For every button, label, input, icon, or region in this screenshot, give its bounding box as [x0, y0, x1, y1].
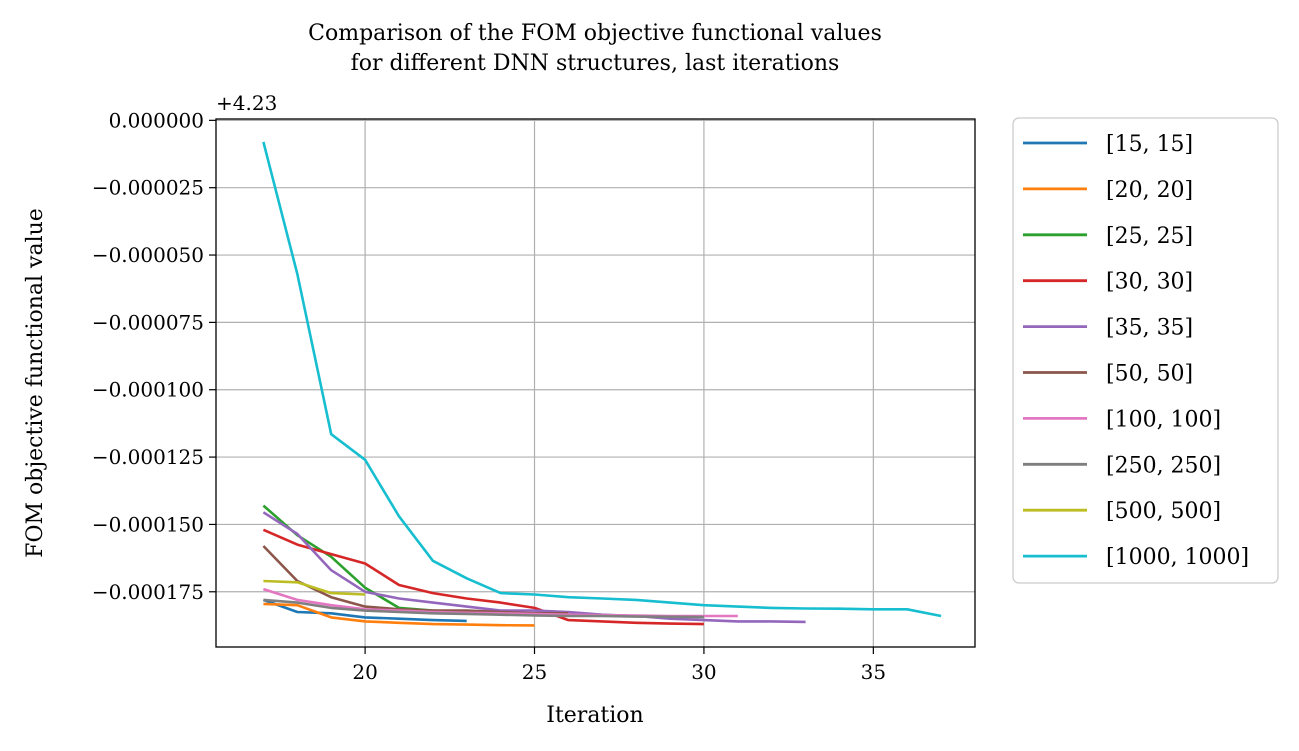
x-tick-label: 20: [352, 660, 377, 684]
chart-title-line-2: for different DNN structures, last itera…: [351, 51, 840, 76]
y-tick-label: −0.000125: [92, 445, 204, 469]
legend-label-3: [30, 30]: [1106, 270, 1193, 295]
y-axis-label: FOM objective functional value: [23, 208, 48, 558]
series-line-7: [263, 598, 704, 619]
y-offset-label: +4.23: [216, 91, 277, 115]
x-axis-ticks: 20 25 30 35: [352, 647, 886, 684]
series-line-3: [262, 528, 704, 626]
y-axis-ticks: 0.000000 −0.000025 −0.000050 −0.000075 −0.00…: [92, 108, 216, 604]
x-axis-label: Iteration: [546, 703, 643, 728]
legend-label-6: [100, 100]: [1106, 407, 1221, 432]
y-tick-label: −0.000075: [92, 310, 204, 334]
legend: [15, 15] [20, 20] [25, 25] [30, 30] [35, 35]…: [1012, 117, 1279, 584]
series-line-9: [262, 141, 942, 618]
legend-label-1: [20, 20]: [1106, 178, 1193, 203]
x-tick-label: 25: [522, 660, 547, 684]
series-line-0: [262, 598, 467, 623]
legend-label-8: [500, 500]: [1106, 499, 1221, 524]
y-tick-label: −0.000175: [92, 580, 204, 604]
series-line-1: [263, 602, 535, 627]
gridlines: [216, 119, 975, 647]
legend-label-7: [250, 250]: [1106, 453, 1221, 478]
legend-label-9: [1000, 1000]: [1106, 545, 1249, 570]
y-tick-label: −0.000025: [92, 176, 204, 200]
series-line-8: [263, 579, 366, 596]
x-tick-label: 35: [861, 660, 886, 684]
x-tick-label: 30: [691, 660, 716, 684]
chart-title-line-1: Comparison of the FOM objective function…: [308, 21, 882, 46]
series-layer: [262, 141, 942, 627]
y-tick-label: −0.000150: [92, 512, 204, 536]
legend-label-4: [35, 35]: [1106, 316, 1193, 341]
y-tick-label: 0.000000: [109, 108, 204, 132]
series-line-4: [262, 511, 806, 624]
legend-label-5: [50, 50]: [1106, 362, 1193, 387]
y-tick-label: −0.000050: [92, 243, 204, 267]
legend-label-2: [25, 25]: [1106, 224, 1193, 249]
legend-label-0: [15, 15]: [1106, 132, 1193, 157]
plot-area-frame: [215, 118, 976, 648]
y-tick-label: −0.000100: [92, 378, 204, 402]
